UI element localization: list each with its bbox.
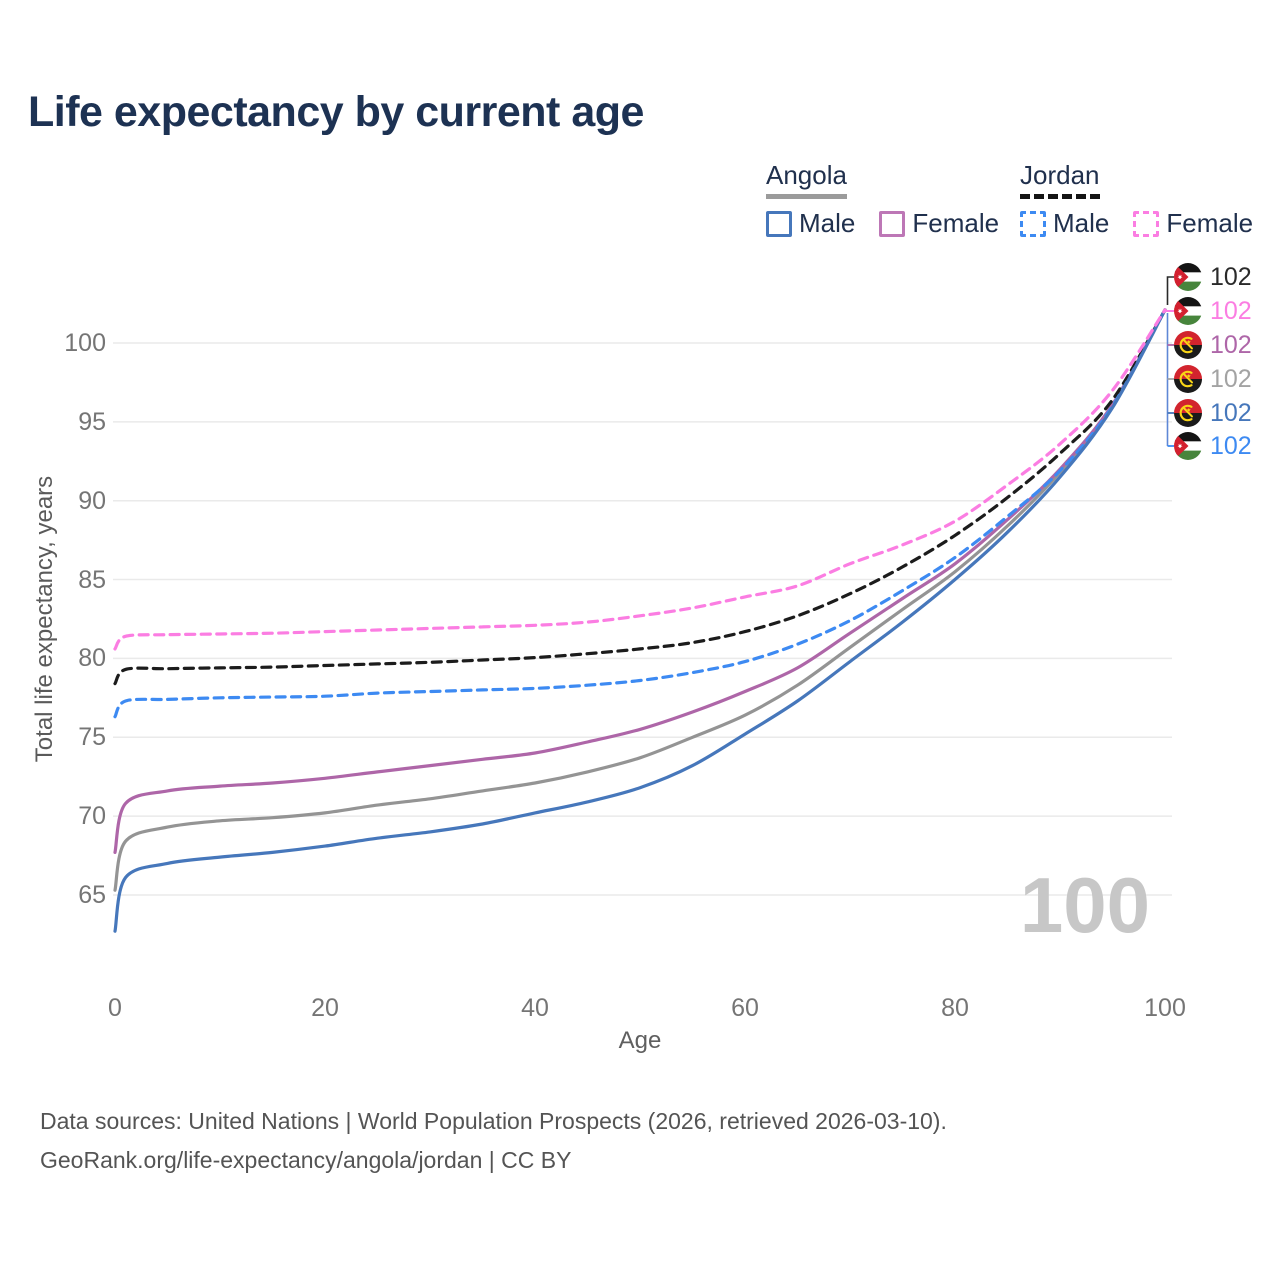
legend-country-angola[interactable]: Angola <box>766 160 847 199</box>
jordan-flag-icon <box>1174 297 1202 325</box>
y-tick-label-95: 95 <box>78 407 106 436</box>
end-label-jordan-female: 102 <box>1174 296 1252 326</box>
end-label-angola-female: 102 <box>1174 330 1252 360</box>
hovered-age-watermark: 100 <box>1019 861 1150 949</box>
x-tick-label-60: 60 <box>731 994 759 1022</box>
footer-attribution: GeoRank.org/life-expectancy/angola/jorda… <box>40 1147 572 1173</box>
angola-flag-icon <box>1174 399 1202 427</box>
page-title: Life expectancy by current age <box>28 88 644 136</box>
y-tick-label-70: 70 <box>78 802 106 831</box>
end-label-angola-male: 102 <box>1174 398 1252 428</box>
legend-items-jordan: Male Female <box>1020 208 1253 239</box>
legend-item-angola-male[interactable]: Male <box>766 208 855 239</box>
legend-country-jordan[interactable]: Jordan <box>1020 160 1100 199</box>
y-tick-label-80: 80 <box>78 644 106 673</box>
legend-group-jordan: Jordan Male Female <box>1020 160 1253 239</box>
legend-item-angola-female[interactable]: Female <box>879 208 999 239</box>
end-label-angola-total: 102 <box>1174 364 1252 394</box>
series-line-angola-male[interactable] <box>113 308 1167 933</box>
series-line-jordan-female[interactable] <box>113 308 1167 651</box>
legend-group-angola: Angola Male Female <box>766 160 999 239</box>
series-line-jordan-male[interactable] <box>113 308 1167 719</box>
end-value-angola-male: 102 <box>1210 398 1252 427</box>
series-line-jordan-total[interactable] <box>113 308 1167 686</box>
end-label-jordan-male: 102 <box>1174 431 1252 461</box>
legend-label-jordan-male: Male <box>1053 208 1110 238</box>
legend-label-angola-male: Male <box>799 208 856 238</box>
end-value-jordan-female: 102 <box>1210 296 1252 325</box>
footer-data-sources: Data sources: United Nations | World Pop… <box>40 1108 947 1134</box>
end-value-angola-total: 102 <box>1210 364 1252 393</box>
y-axis-title: Total life expectancy, years <box>31 475 58 763</box>
y-tick-label-75: 75 <box>78 723 106 752</box>
series-line-angola-total[interactable] <box>113 308 1167 892</box>
jordan-flag-icon <box>1174 432 1202 460</box>
x-tick-label-20: 20 <box>311 994 339 1022</box>
y-tick-label-90: 90 <box>78 486 106 515</box>
x-axis-title: Age <box>618 1027 662 1054</box>
end-value-angola-female: 102 <box>1210 330 1252 359</box>
x-tick-label-80: 80 <box>941 994 969 1022</box>
jordan-flag-icon <box>1174 263 1202 291</box>
x-tick-label-0: 0 <box>108 994 122 1022</box>
leader-bracket-jordan-total <box>1166 276 1174 305</box>
x-tick-label-100: 100 <box>1144 994 1186 1022</box>
legend-swatch-jordan-female[interactable] <box>1133 210 1160 237</box>
end-value-jordan-male: 102 <box>1210 431 1252 460</box>
y-tick-label-100: 100 <box>64 329 106 357</box>
x-tick-label-40: 40 <box>521 994 549 1022</box>
end-value-jordan-total: 102 <box>1210 262 1252 291</box>
angola-flag-icon <box>1174 331 1202 359</box>
y-tick-label-65: 65 <box>78 880 106 909</box>
legend-swatch-angola-female[interactable] <box>879 210 906 237</box>
y-tick-label-85: 85 <box>78 565 106 594</box>
end-label-jordan-total: 102 <box>1174 262 1252 292</box>
legend-label-jordan-female: Female <box>1166 208 1254 238</box>
series-line-angola-female[interactable] <box>113 308 1167 854</box>
legend-items-angola: Male Female <box>766 208 999 239</box>
legend-swatch-angola-male[interactable] <box>766 210 792 237</box>
legend-label-angola-female: Female <box>912 208 1000 238</box>
angola-flag-icon <box>1174 365 1202 393</box>
legend-swatch-jordan-male[interactable] <box>1020 210 1046 237</box>
legend-item-jordan-male[interactable]: Male <box>1020 208 1109 239</box>
legend-item-jordan-female[interactable]: Female <box>1133 208 1253 239</box>
